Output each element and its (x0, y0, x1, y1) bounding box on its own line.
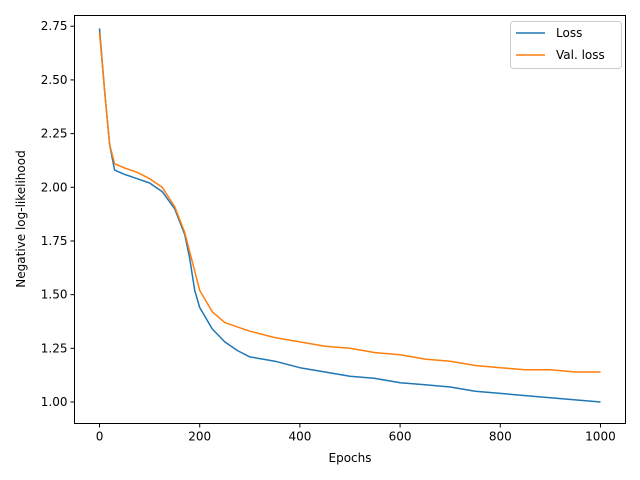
y-tick-label: 1.25 (41, 341, 68, 355)
legend-label-loss: Loss (556, 26, 582, 40)
plot-frame (74, 15, 626, 424)
x-tick-label: 600 (389, 430, 412, 444)
legend: Loss Val. loss (510, 21, 622, 69)
x-tick-label: 800 (489, 430, 512, 444)
y-axis: 1.00 1.25 1.50 1.75 2.00 2.25 2.50 2.75 (41, 19, 75, 409)
x-axis-label: Epochs (329, 451, 372, 465)
y-tick-label: 1.75 (41, 234, 68, 248)
series-line-loss (98, 28, 601, 403)
x-axis: 0 200 400 600 800 1000 (96, 423, 616, 444)
plot-lines (98, 28, 601, 403)
x-tick-label: 1000 (585, 430, 616, 444)
series-line-val-loss (98, 32, 601, 373)
y-tick-label: 2.75 (41, 19, 68, 33)
legend-label-val-loss: Val. loss (556, 48, 605, 62)
y-tick-label: 2.25 (41, 127, 68, 141)
x-tick-label: 400 (288, 430, 311, 444)
y-tick-label: 1.50 (41, 288, 68, 302)
y-axis-label: Negative log-likelihood (14, 150, 28, 287)
y-tick-label: 2.00 (41, 180, 68, 194)
x-tick-label: 200 (188, 430, 211, 444)
y-tick-label: 2.50 (41, 73, 68, 87)
x-tick-label: 0 (96, 430, 104, 444)
y-tick-label: 1.00 (41, 395, 68, 409)
